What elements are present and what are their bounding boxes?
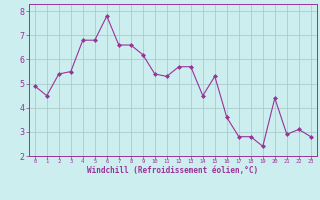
X-axis label: Windchill (Refroidissement éolien,°C): Windchill (Refroidissement éolien,°C) (87, 166, 258, 175)
